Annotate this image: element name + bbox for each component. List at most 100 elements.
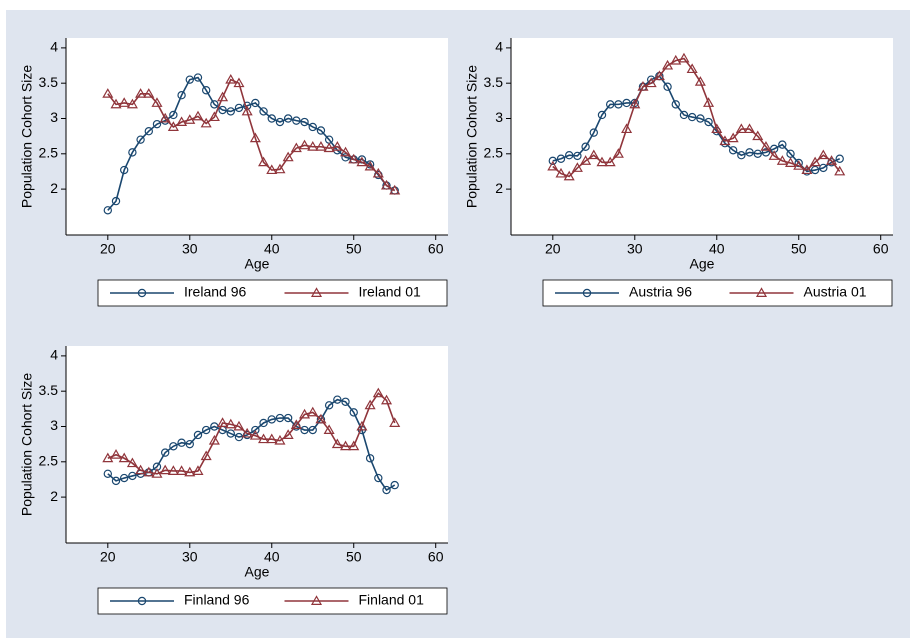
legend-label: Finland 96: [184, 592, 250, 608]
data-point: [745, 148, 754, 157]
data-point: [596, 156, 608, 167]
y-tick-label: 3: [50, 109, 58, 125]
legend-label: Austria 01: [804, 284, 867, 300]
data-point: [159, 112, 171, 123]
data-point: [835, 154, 844, 163]
data-point: [580, 155, 592, 165]
x-tick-label: 40: [264, 549, 280, 565]
data-point: [249, 132, 261, 143]
data-point: [290, 142, 302, 153]
data-point: [128, 471, 137, 481]
y-axis-title: Population Cohort Size: [19, 65, 35, 208]
data-point: [176, 465, 188, 475]
data-point: [686, 63, 698, 74]
data-point: [184, 114, 196, 124]
data-point: [218, 105, 227, 115]
data-point: [225, 418, 237, 429]
data-point: [200, 117, 212, 128]
data-point: [744, 123, 756, 134]
data-point: [267, 114, 276, 123]
data-point: [372, 387, 384, 398]
x-axis-title: Age: [690, 256, 715, 272]
data-point: [110, 449, 122, 459]
data-point: [258, 433, 270, 444]
data-point: [825, 155, 838, 165]
data-point: [784, 157, 797, 167]
x-tick-label: 30: [182, 549, 198, 565]
data-point: [589, 128, 598, 137]
data-point: [299, 408, 311, 419]
x-tick-label: 50: [346, 549, 362, 565]
legend-label: Finland 01: [359, 592, 425, 608]
data-point: [169, 442, 178, 451]
data-point: [274, 434, 286, 445]
x-tick-label: 30: [627, 241, 643, 257]
data-point: [103, 469, 113, 479]
data-point: [315, 413, 327, 424]
data-point: [282, 429, 294, 439]
data-point: [605, 100, 615, 109]
data-point: [226, 107, 235, 116]
data-point: [102, 452, 114, 463]
data-point: [307, 141, 319, 151]
data-point: [348, 440, 360, 451]
data-point: [670, 54, 682, 65]
legend-key-marker: [137, 288, 147, 298]
data-point: [210, 100, 219, 109]
y-tick-label: 2: [50, 180, 58, 196]
data-point: [259, 107, 268, 116]
data-point: [266, 164, 278, 175]
x-axis-title: Age: [245, 564, 270, 580]
data-point: [185, 75, 194, 84]
y-axis-title: Population Cohort Size: [19, 373, 35, 516]
data-point: [323, 424, 335, 435]
data-point: [834, 165, 846, 176]
data-point: [120, 473, 129, 483]
data-point: [292, 116, 301, 125]
data-point: [176, 116, 188, 127]
data-point: [233, 77, 245, 88]
data-point: [678, 52, 690, 63]
y-tick-label: 2: [50, 488, 58, 504]
y-tick-label: 2.5: [39, 145, 59, 161]
data-point: [111, 196, 121, 206]
data-point: [177, 90, 186, 100]
data-point: [151, 97, 163, 107]
data-point: [663, 82, 672, 91]
data-point: [752, 130, 764, 141]
data-point: [776, 155, 788, 165]
data-point: [152, 119, 162, 129]
data-point: [167, 121, 179, 131]
x-tick-label: 60: [428, 549, 444, 565]
data-point: [597, 110, 607, 120]
data-point: [126, 98, 138, 109]
data-point: [341, 397, 350, 406]
data-point: [735, 123, 747, 134]
data-point: [612, 148, 624, 158]
data-point: [120, 165, 129, 175]
data-point: [621, 123, 633, 134]
data-point: [819, 163, 828, 173]
data-point: [251, 425, 260, 435]
data-point: [103, 206, 113, 215]
legend-key-marker: [137, 596, 147, 606]
data-point: [282, 151, 294, 162]
data-point: [645, 77, 657, 88]
x-tick-label: 20: [100, 241, 116, 257]
y-tick-label: 3: [495, 109, 503, 125]
y-tick-label: 4: [50, 347, 58, 363]
data-point: [817, 149, 829, 160]
data-point: [696, 114, 705, 123]
data-point: [573, 151, 582, 161]
data-point: [671, 100, 680, 109]
data-point: [266, 433, 278, 444]
data-point: [364, 160, 376, 171]
y-tick-label: 2.5: [484, 145, 504, 161]
data-point: [364, 399, 376, 410]
data-point: [622, 98, 631, 108]
data-point: [283, 114, 293, 123]
data-point: [703, 97, 715, 107]
data-point: [687, 112, 697, 122]
data-point: [349, 408, 358, 417]
data-point: [299, 139, 311, 150]
